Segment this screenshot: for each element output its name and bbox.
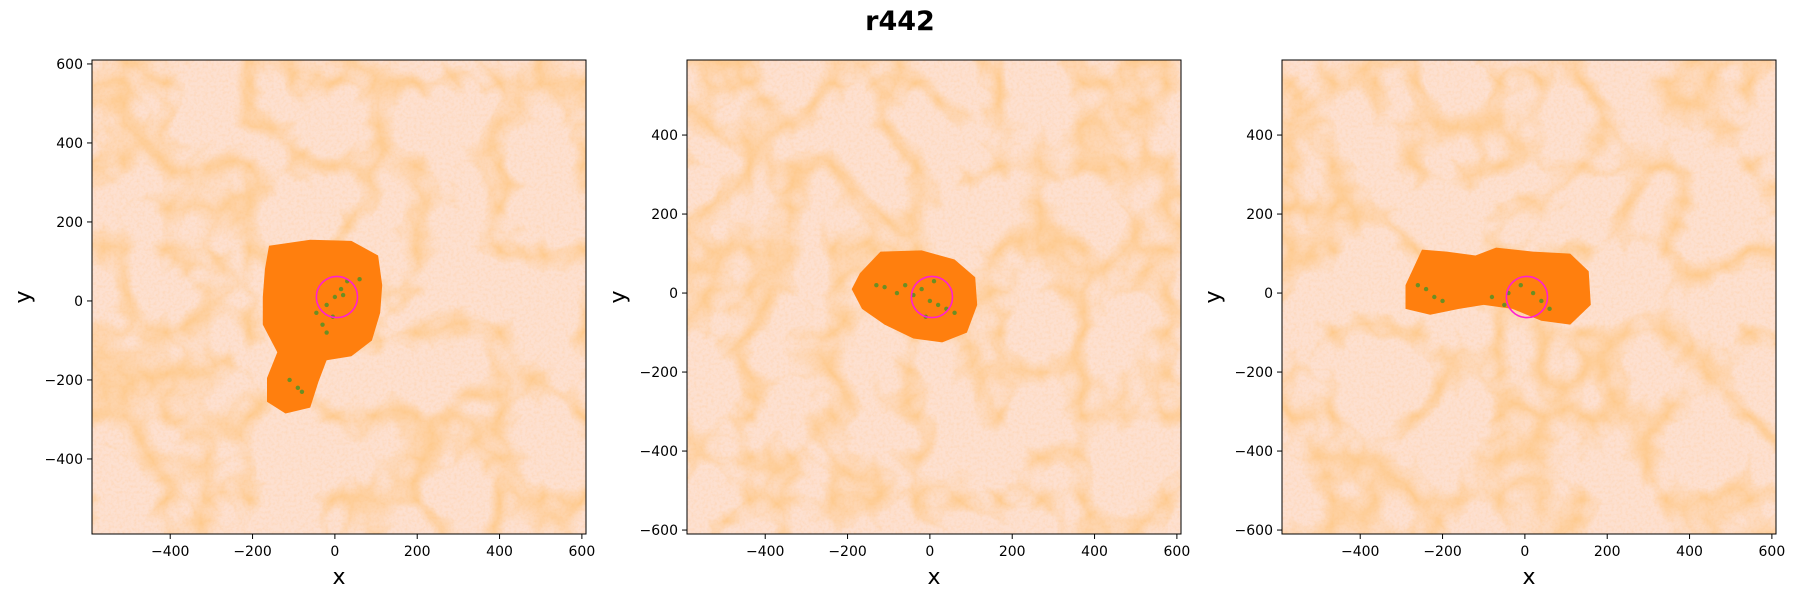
y-axis-label: y [1201,290,1226,303]
x-tick-label: 0 [925,544,934,560]
x-tick-label: 600 [1164,544,1191,560]
x-tick-label: −200 [233,544,271,560]
green-point-2 [882,284,887,290]
green-point-13 [299,389,305,394]
y-tick-label: 0 [1264,286,1273,302]
x-tick-label: 400 [1081,544,1108,560]
green-point-8 [1518,282,1523,288]
axes-frame [1281,59,1777,535]
y-axis-label: y [11,290,36,303]
green-point-4 [332,294,338,300]
green-point-10 [1539,298,1544,304]
y-tick-label: −400 [640,444,678,460]
figure-title: r442 [865,6,935,37]
magenta-circle [1505,275,1549,319]
green-point-2 [1423,286,1429,292]
x-tick-label: −200 [828,544,866,560]
x-tick-label: 600 [1759,544,1786,560]
y-tick-label: −600 [640,523,678,539]
green-point-7 [320,322,325,327]
panel-3: −400 −200 0 200 400 600 −600 −400 −200 0 200 400 x y [1201,59,1786,590]
panel-1: −400 −200 0 200 400 600 −400 −200 0 200 400 600 x y [11,57,595,590]
green-point-3 [894,290,900,296]
green-point-9 [952,310,957,315]
magenta-circle [910,275,954,319]
green-point-1 [1415,282,1421,288]
x-tick-label: 600 [569,544,596,560]
x-tick-label: 200 [404,544,431,560]
y-tick-label: 200 [1246,207,1273,223]
x-tick-label: 200 [999,544,1026,560]
green-point-5 [324,302,329,308]
y-tick-label: −400 [1235,444,1273,460]
x-axis-label: x [1522,565,1535,590]
green-point-7 [935,302,941,308]
green-point-6 [1502,302,1507,308]
green-point-9 [1530,290,1536,296]
y-axis-label: y [606,290,631,303]
green-point-3 [1432,294,1437,300]
green-point-5 [1489,294,1495,300]
y-tick-label: −200 [45,373,83,389]
plot-area [92,60,586,534]
y-tick-label: 0 [74,294,83,310]
x-tick-label: 200 [1594,544,1621,560]
plot-area [687,60,1181,534]
y-tick-label: 400 [651,128,678,144]
x-tick-label: −200 [1423,544,1461,560]
y-tick-label: 600 [56,57,83,73]
x-tick-label: 0 [1520,544,1529,560]
y-tick-label: 200 [56,215,83,231]
green-point-6 [314,310,319,315]
x-tick-label: −400 [746,544,784,560]
y-tick-label: 200 [651,207,678,223]
selected-region [1405,247,1591,325]
plot-area [1282,60,1776,534]
green-point-5 [919,286,924,292]
x-tick-label: 0 [330,544,339,560]
green-point-11 [287,377,292,383]
green-point-4 [1440,298,1445,304]
y-tick-label: 400 [56,136,83,152]
panel-2: −400 −200 0 200 400 600 −600 −400 −200 0 200 400 x y [606,59,1191,590]
green-point-10 [340,292,346,298]
green-point-11 [931,279,937,284]
y-tick-label: −200 [1235,365,1273,381]
x-tick-label: −400 [1341,544,1379,560]
magenta-circle [315,275,359,319]
x-axis-label: x [332,565,345,590]
green-point-8 [324,330,329,335]
green-point-12 [902,282,908,288]
y-tick-label: 400 [1246,128,1273,144]
x-tick-label: 400 [1676,544,1703,560]
x-tick-label: −400 [151,544,189,560]
axes-frame [91,59,587,535]
x-axis-label: x [927,565,940,590]
green-point-12 [295,385,301,391]
green-point-1 [874,282,879,288]
green-point-3 [338,286,344,292]
green-point-6 [927,298,933,304]
y-tick-label: −400 [45,452,83,468]
green-point-11 [1547,306,1552,312]
green-point-2 [357,277,362,282]
y-tick-label: 0 [669,286,678,302]
y-tick-label: −200 [640,365,678,381]
axes-frame [686,59,1182,535]
y-tick-label: −600 [1235,523,1273,539]
x-tick-label: 400 [486,544,513,560]
